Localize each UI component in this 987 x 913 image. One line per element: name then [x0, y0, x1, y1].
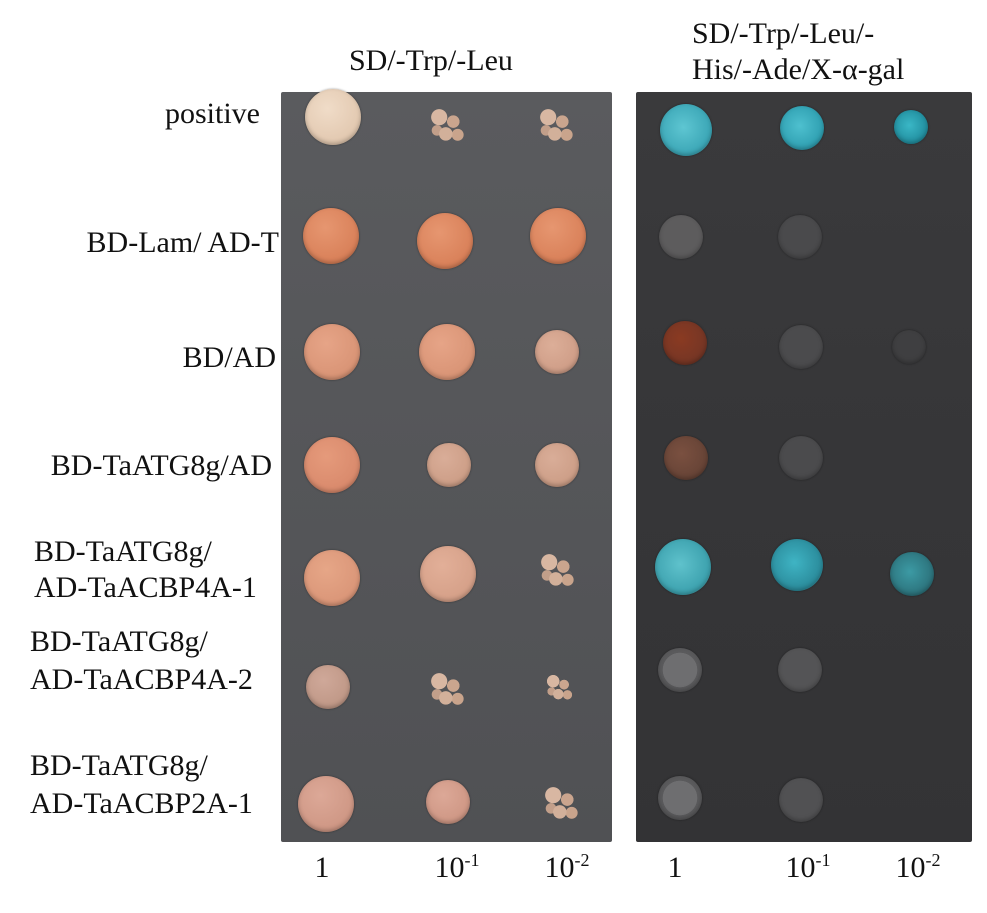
dilution-left-1: 1	[314, 851, 330, 884]
colony-l-r6-c2	[426, 668, 470, 712]
colony-r-r1-c2	[780, 106, 824, 150]
dilution-right-10-2: 10-2	[895, 850, 941, 884]
colony-r-r2-c1	[659, 215, 703, 259]
row-label-acbp4a2-line2: AD-TaACBP4A-2	[30, 663, 253, 696]
row-label-lam-t: BD-Lam/ AD-T	[86, 226, 279, 259]
colony-l-r1-c3	[535, 104, 579, 148]
colony-r-r3-c3	[892, 330, 926, 364]
colony-l-r3-c2	[419, 324, 475, 380]
colony-l-r2-c3	[530, 208, 586, 264]
colony-r-r6-c1	[658, 648, 702, 692]
row-label-acbp4a1-line1: BD-TaATG8g/	[34, 535, 212, 568]
row-label-atg8g-ad: BD-TaATG8g/AD	[50, 449, 272, 482]
row-label-acbp4a2-line1: BD-TaATG8g/	[30, 625, 208, 658]
colony-l-r1-c1	[305, 89, 361, 145]
row-label-bd-ad: BD/AD	[182, 341, 276, 374]
colony-l-r7-c3	[540, 782, 584, 826]
colony-l-r7-c2	[426, 780, 470, 824]
colony-l-r5-c2	[420, 546, 476, 602]
colony-r-r1-c3	[894, 110, 928, 144]
colony-r-r5-c1	[655, 539, 711, 595]
row-label-acbp4a1-line2: AD-TaACBP4A-1	[34, 571, 257, 604]
colony-l-r4-c3	[535, 443, 579, 487]
colony-r-r2-c2	[778, 215, 822, 259]
colony-r-r7-c1	[658, 776, 702, 820]
colony-r-r5-c3	[890, 552, 934, 596]
colony-r-r1-c1	[660, 104, 712, 156]
dilution-left-10-1: 10-1	[434, 850, 480, 884]
dilution-left-10-2: 10-2	[544, 850, 590, 884]
colony-l-r3-c1	[304, 324, 360, 380]
row-label-acbp2a1-line2: AD-TaACBP2A-1	[30, 787, 253, 820]
colony-l-r6-c3	[543, 671, 577, 705]
colony-r-r3-c2	[779, 325, 823, 369]
dilution-right-10-1: 10-1	[785, 850, 831, 884]
colony-r-r3-c1	[663, 321, 707, 365]
colony-l-r4-c2	[427, 443, 471, 487]
colony-l-r6-c1	[306, 665, 350, 709]
colony-l-r2-c2	[417, 213, 473, 269]
left-panel-header: SD/-Trp/-Leu	[349, 44, 513, 77]
row-label-acbp2a1-line1: BD-TaATG8g/	[30, 749, 208, 782]
colony-r-r4-c1	[664, 436, 708, 480]
colony-l-r4-c1	[304, 437, 360, 493]
row-label-positive: positive	[165, 97, 260, 130]
colony-l-r1-c2	[426, 104, 470, 148]
colony-r-r5-c2	[771, 539, 823, 591]
colony-l-r7-c1	[298, 776, 354, 832]
colony-l-r3-c3	[535, 330, 579, 374]
colony-r-r7-c2	[779, 778, 823, 822]
colony-l-r5-c1	[304, 550, 360, 606]
colony-r-r4-c2	[779, 436, 823, 480]
colony-l-r2-c1	[303, 208, 359, 264]
colony-r-r6-c2	[778, 648, 822, 692]
colony-l-r5-c3	[536, 549, 580, 593]
right-panel-header-line1: SD/-Trp/-Leu/-	[692, 17, 875, 50]
dilution-right-1: 1	[667, 851, 683, 884]
right-panel-header-line2: His/-Ade/X-α-gal	[692, 53, 905, 86]
